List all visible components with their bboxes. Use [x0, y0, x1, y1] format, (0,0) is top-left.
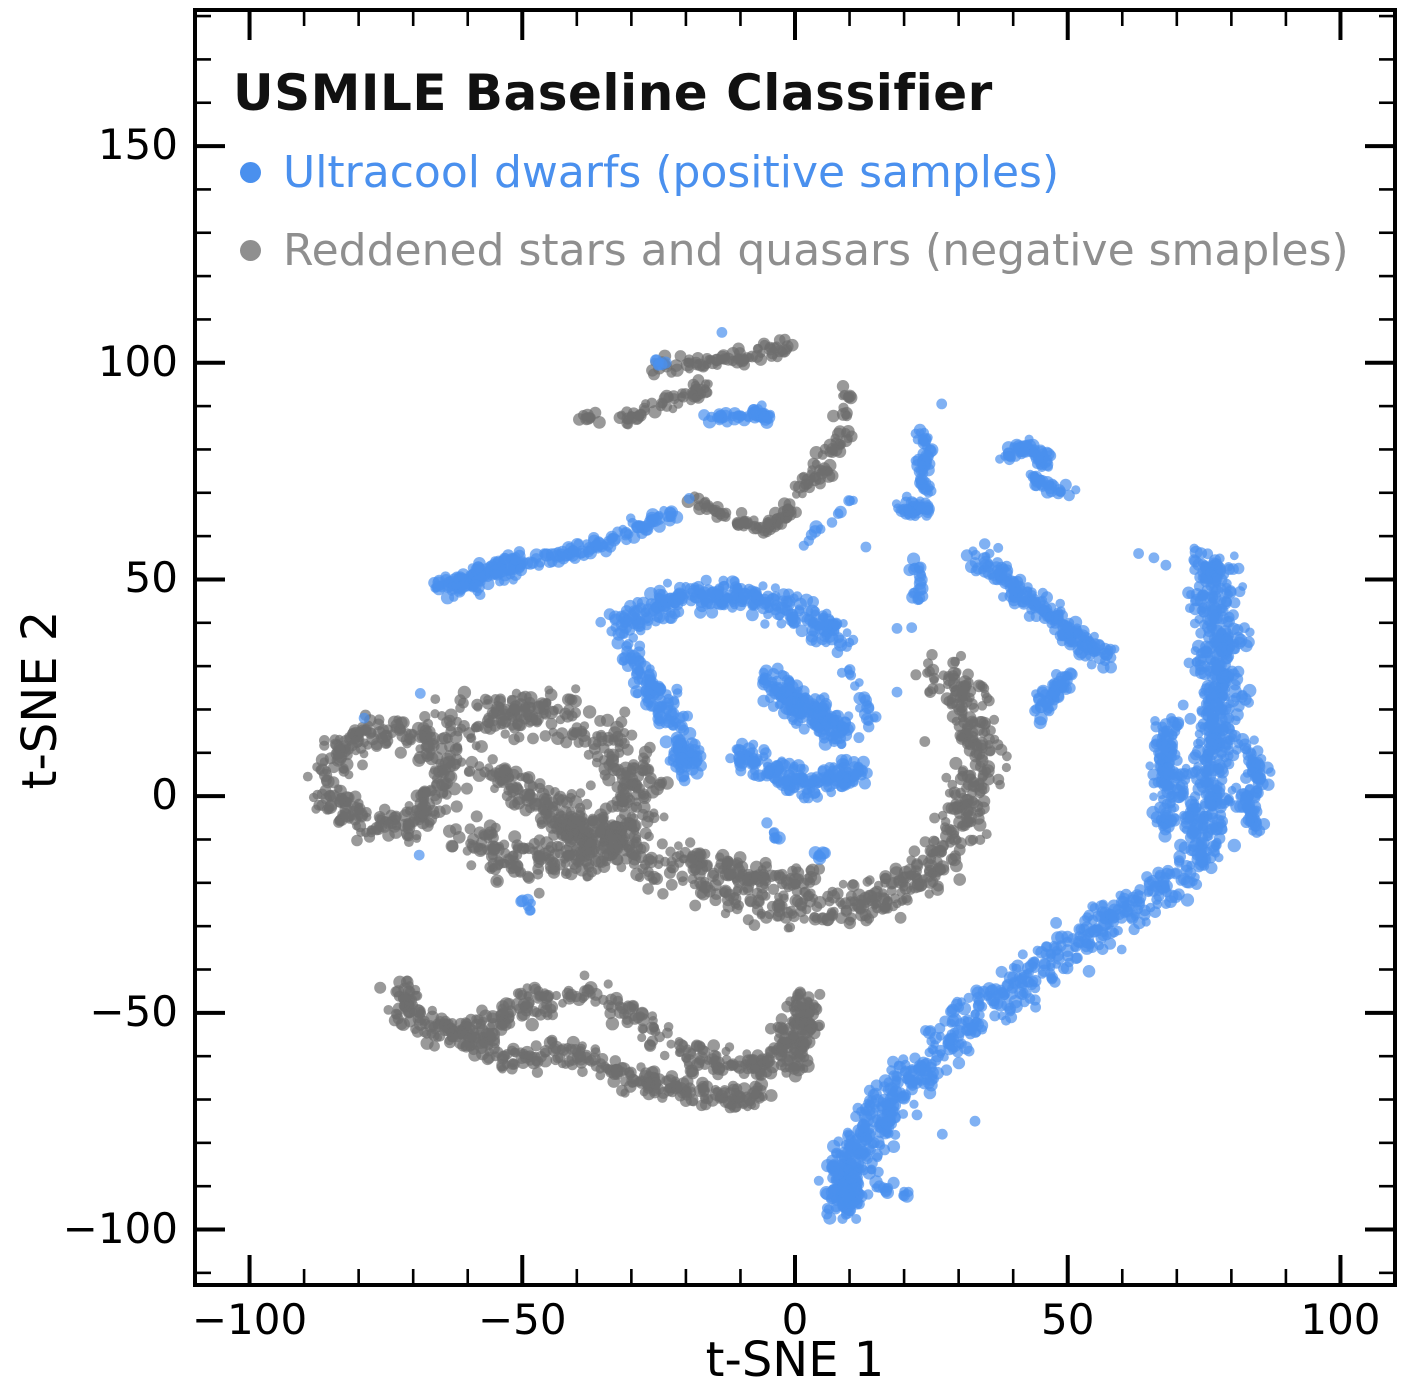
x-tick-label: 50: [1040, 1295, 1095, 1344]
legend: Ultracool dwarfs (positive samples) Redd…: [240, 144, 1349, 300]
series-negative-points: [302, 333, 1012, 1114]
y-tick-label: 150: [97, 120, 178, 170]
x-tick-label: −100: [191, 1295, 308, 1344]
x-tick-label: 100: [1300, 1295, 1381, 1344]
legend-marker-positive-icon: [240, 161, 261, 183]
chart-title: USMILE Baseline Classifier: [233, 64, 993, 122]
x-axis-label: t-SNE 1: [705, 1332, 885, 1388]
y-axis-label: t-SNE 2: [12, 610, 68, 790]
x-tick-label: 0: [781, 1295, 809, 1344]
legend-label-negative: Reddened stars and quasars (negative sma…: [283, 224, 1349, 276]
x-tick-label: −50: [477, 1295, 567, 1344]
y-tick-label: 100: [97, 336, 178, 386]
y-tick-label: 50: [124, 553, 178, 603]
y-tick-label: 0: [151, 770, 178, 820]
y-tick-label: −50: [89, 986, 178, 1036]
legend-marker-negative-icon: [240, 239, 261, 261]
y-tick-label: −100: [62, 1203, 178, 1253]
legend-item-negative: Reddened stars and quasars (negative sma…: [240, 222, 1349, 278]
legend-label-positive: Ultracool dwarfs (positive samples): [283, 146, 1060, 198]
legend-item-positive: Ultracool dwarfs (positive samples): [240, 144, 1349, 200]
series-positive-points: [358, 327, 1276, 1225]
